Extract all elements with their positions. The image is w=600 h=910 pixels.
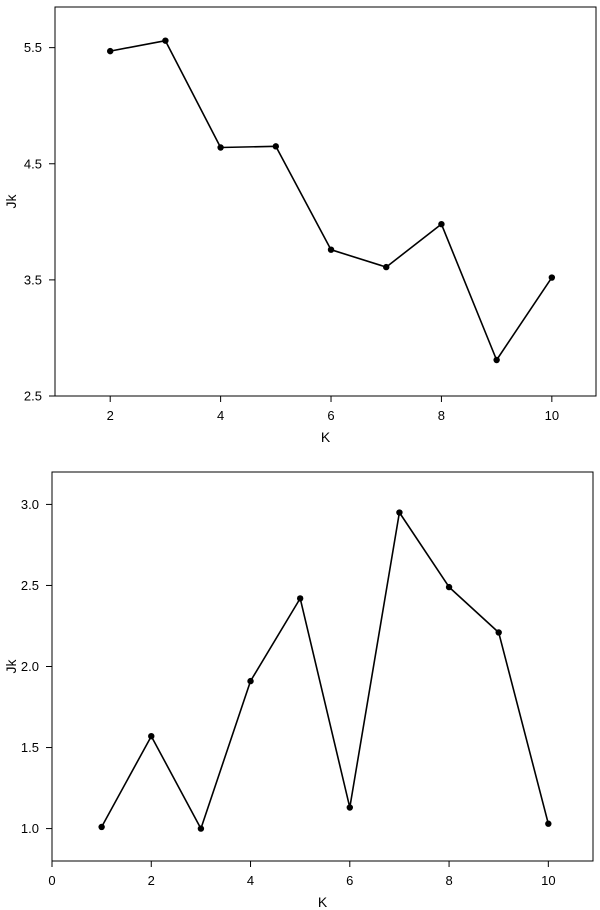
y-tick-label: 5.5 [24, 40, 42, 55]
data-point [346, 804, 353, 811]
x-tick-label: 4 [247, 873, 254, 888]
x-tick-label: 6 [327, 408, 334, 423]
data-point [162, 37, 169, 44]
data-point [296, 595, 304, 602]
data-point [495, 629, 502, 636]
x-tick-label: 0 [48, 873, 55, 888]
data-point [148, 732, 155, 740]
x-axis-title: K [321, 429, 331, 445]
data-point [493, 356, 500, 364]
y-tick-label: 4.5 [24, 156, 42, 171]
series-line [110, 39, 553, 361]
chart-top: 2 4 6 8 10 2.5 3.5 4.5 5.5 K Jk [3, 6, 597, 445]
y-tick-label: 3.5 [24, 272, 42, 287]
data-point [383, 263, 390, 271]
y-tick-label: 2.0 [21, 659, 39, 674]
data-point [98, 823, 105, 831]
chart-bottom: 0 2 4 6 8 10 1.0 1.5 2.0 2.5 3.0 K Jk [3, 471, 594, 910]
data-point [545, 820, 552, 827]
y-axis-title: Jk [3, 194, 19, 209]
y-tick-label: 2.5 [21, 578, 39, 593]
data-point [272, 143, 280, 150]
data-point [107, 47, 114, 55]
y-axis-title: Jk [3, 659, 19, 674]
data-point [247, 677, 254, 685]
x-tick-label: 4 [217, 408, 224, 423]
x-tick-label: 10 [541, 873, 555, 888]
x-tick-label: 8 [445, 873, 452, 888]
series-line [100, 511, 550, 830]
data-point [217, 144, 224, 151]
y-tick-label: 2.5 [24, 389, 42, 404]
data-point [327, 246, 335, 253]
y-tick-label: 3.0 [21, 497, 39, 512]
data-point [396, 509, 403, 516]
x-tick-label: 10 [545, 408, 559, 423]
data-point [438, 220, 445, 228]
y-tick-label: 1.5 [21, 740, 39, 755]
y-tick-label: 1.0 [21, 821, 39, 836]
x-tick-label: 8 [438, 408, 445, 423]
plot-frame [51, 471, 594, 862]
data-point [197, 825, 205, 832]
x-tick-label: 6 [346, 873, 353, 888]
plot-frame [54, 6, 597, 397]
x-tick-label: 2 [107, 408, 114, 423]
data-point [445, 583, 453, 591]
x-tick-label: 2 [148, 873, 155, 888]
x-axis-title: K [318, 894, 328, 910]
data-point [548, 274, 556, 281]
